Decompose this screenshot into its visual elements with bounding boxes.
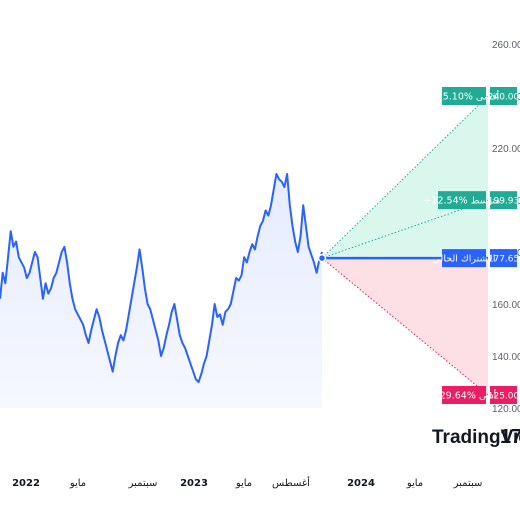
price-badge-text-low: 125.00 xyxy=(488,392,520,402)
price-badge-text-average: 199.93 xyxy=(488,197,520,207)
logo-text: TradingView xyxy=(432,427,520,448)
label-badge-average xyxy=(438,191,486,210)
label-badge-text-low: −29.64% أدنى xyxy=(432,389,497,402)
price-area xyxy=(0,174,322,408)
x-tick-label: سبتمبر xyxy=(128,478,158,489)
forecast-high-line xyxy=(321,95,489,259)
x-tick-label: 2022 xyxy=(12,478,40,489)
forecast-badge-average: 199.93+12.54% متوسط xyxy=(423,191,520,210)
y-tick-label: 120.00 xyxy=(492,404,520,415)
label-badge-low xyxy=(442,386,486,404)
x-tick-label: مايو xyxy=(235,478,252,489)
forecast-average-line xyxy=(321,199,489,259)
price-badge-low xyxy=(490,386,517,404)
y-tick-label: 260.00 xyxy=(492,40,520,51)
x-tick-label: مايو xyxy=(69,478,86,489)
x-axis: 2022 مايو سبتمبر 2023 مايو أغسطس 2024 مايو سبتمب… xyxy=(12,476,482,489)
label-badge-current xyxy=(442,249,486,268)
forecast-badge-low: 125.00−29.64% أدنى xyxy=(432,386,520,404)
forecast-low-line xyxy=(321,257,489,396)
label-badge-text-high: +35.10% أقصى xyxy=(429,90,500,103)
label-badge-text-current: الاشتراك الحالي xyxy=(433,254,496,265)
tradingview-logo: TradingView 17 xyxy=(432,426,520,448)
price-line xyxy=(0,173,323,383)
x-tick-label: 2024 xyxy=(347,478,375,489)
price-line-layer xyxy=(0,173,327,383)
x-tick-label: سبتمبر xyxy=(453,478,483,489)
price-badge-high xyxy=(490,87,517,105)
current-price-point xyxy=(317,253,327,263)
x-tick-label: مايو xyxy=(406,478,423,489)
price-badge-current xyxy=(490,249,517,268)
logo-mark-icon: 17 xyxy=(500,426,520,448)
forecast-layer xyxy=(321,95,489,396)
x-tick-label: 2023 xyxy=(180,478,208,489)
y-tick-label: 160.00 xyxy=(492,300,520,311)
price-area-layer xyxy=(0,174,322,408)
y-tick-label: 140.00 xyxy=(492,352,520,363)
price-badge-text-current: 177.65 xyxy=(488,255,520,265)
price-badge-average xyxy=(490,191,517,210)
label-badge-high xyxy=(442,87,486,105)
label-badge-text-average: +12.54% متوسط xyxy=(423,196,500,207)
forecast-badges: 240.00+35.10% أقصى 199.93+12.54% متوسط 177… xyxy=(423,87,520,404)
y-tick-label: 220.00 xyxy=(492,144,520,155)
x-tick-label: أغسطس xyxy=(272,476,310,489)
forecast-badge-high: 240.00+35.10% أقصى xyxy=(429,87,520,105)
price-badge-text-high: 240.00 xyxy=(488,93,520,103)
